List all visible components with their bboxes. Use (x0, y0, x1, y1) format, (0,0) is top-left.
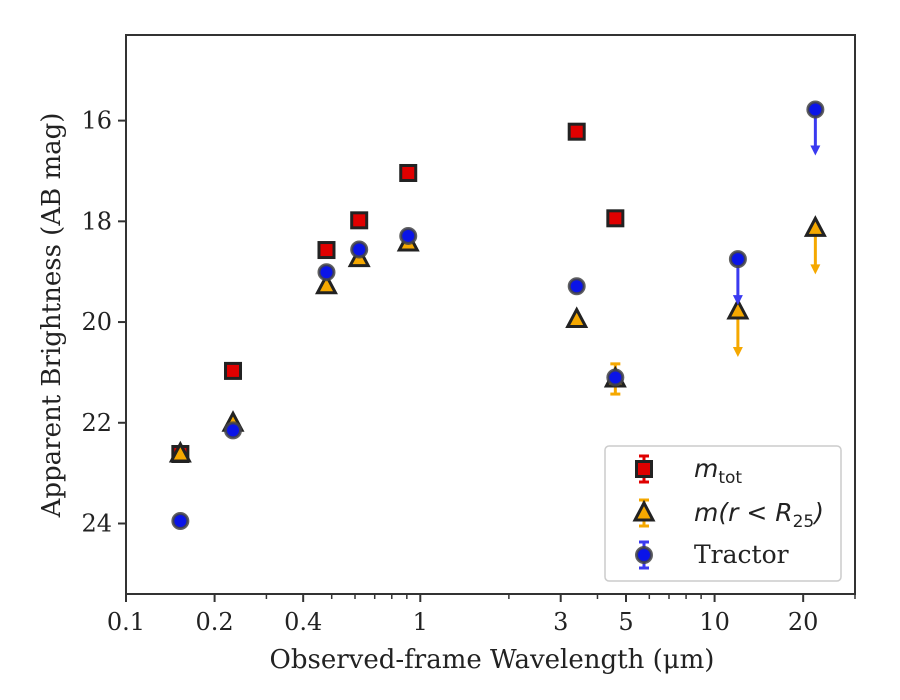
data-point-mr25 (726, 297, 750, 320)
data-point-tractor (606, 368, 625, 387)
y-tick-label: 24 (81, 509, 112, 537)
data-point-mtot (606, 209, 625, 228)
series-mtot (171, 122, 625, 463)
x-tick-label: 10 (699, 608, 730, 636)
data-point-tractor (567, 277, 586, 296)
x-tick-label: 0.1 (107, 608, 145, 636)
legend-entry-tractor: Tractor (635, 540, 789, 570)
data-point-mtot (350, 211, 369, 230)
x-tick-label: 0.4 (284, 608, 322, 636)
plot-frame (125, 34, 856, 595)
data-point-mtot (224, 361, 243, 380)
data-point-tractor (728, 250, 747, 269)
data-point-mr25 (803, 215, 827, 237)
data-point-tractor (806, 100, 825, 119)
legend-label-mtot: mtot (694, 454, 742, 488)
y-axis-title: Apparent Brightness (AB mag) (37, 113, 67, 519)
data-point-mr25 (168, 440, 192, 463)
data-point-tractor (350, 240, 369, 259)
data-point-mr25 (314, 272, 338, 295)
data-point-mtot (567, 122, 586, 141)
upper-limit-arrowhead (810, 145, 821, 156)
legend-marker-mr25 (632, 499, 656, 522)
data-point-tractor (171, 511, 190, 530)
y-tick-label: 20 (81, 308, 112, 336)
legend-label-tractor: Tractor (694, 540, 789, 569)
data-point-tractor (317, 263, 336, 282)
y-tick-label: 22 (81, 409, 112, 437)
upper-limit-arrowhead (732, 346, 743, 357)
y-tick-label: 16 (81, 107, 112, 135)
x-tick-label: 5 (618, 608, 633, 636)
plot-layer (168, 100, 827, 530)
axes-layer: 0.1 0.2 0.4 1 3 5 10 20 16 18 20 22 24 (81, 34, 856, 636)
data-point-mtot (399, 163, 418, 182)
legend-marker-tractor (635, 546, 653, 564)
legend-label-mr25: m(r < R25) (694, 498, 824, 532)
upper-limit-arrowhead (810, 264, 821, 275)
x-tick-label: 1 (413, 608, 428, 636)
y-tick-label: 18 (81, 207, 112, 235)
x-axis-title: Observed-frame Wavelength (μm) (270, 645, 715, 675)
series-tractor (171, 100, 825, 530)
legend-entry-mr25: m(r < R25) (632, 498, 824, 532)
x-tick-label: 3 (553, 608, 568, 636)
data-point-mr25 (565, 306, 589, 329)
data-point-tractor (224, 421, 243, 440)
legend-marker-mtot (635, 460, 653, 478)
data-point-tractor (399, 226, 418, 245)
legend-entry-mtot: mtot (635, 454, 742, 488)
x-tick-label: 0.2 (196, 608, 234, 636)
legend: mtot m(r < R25) Tractor (604, 445, 842, 582)
x-tick-label: 20 (788, 608, 819, 636)
legend-box (604, 445, 842, 582)
data-point-mtot (317, 241, 336, 260)
upper-limit-arrowhead (732, 295, 743, 306)
